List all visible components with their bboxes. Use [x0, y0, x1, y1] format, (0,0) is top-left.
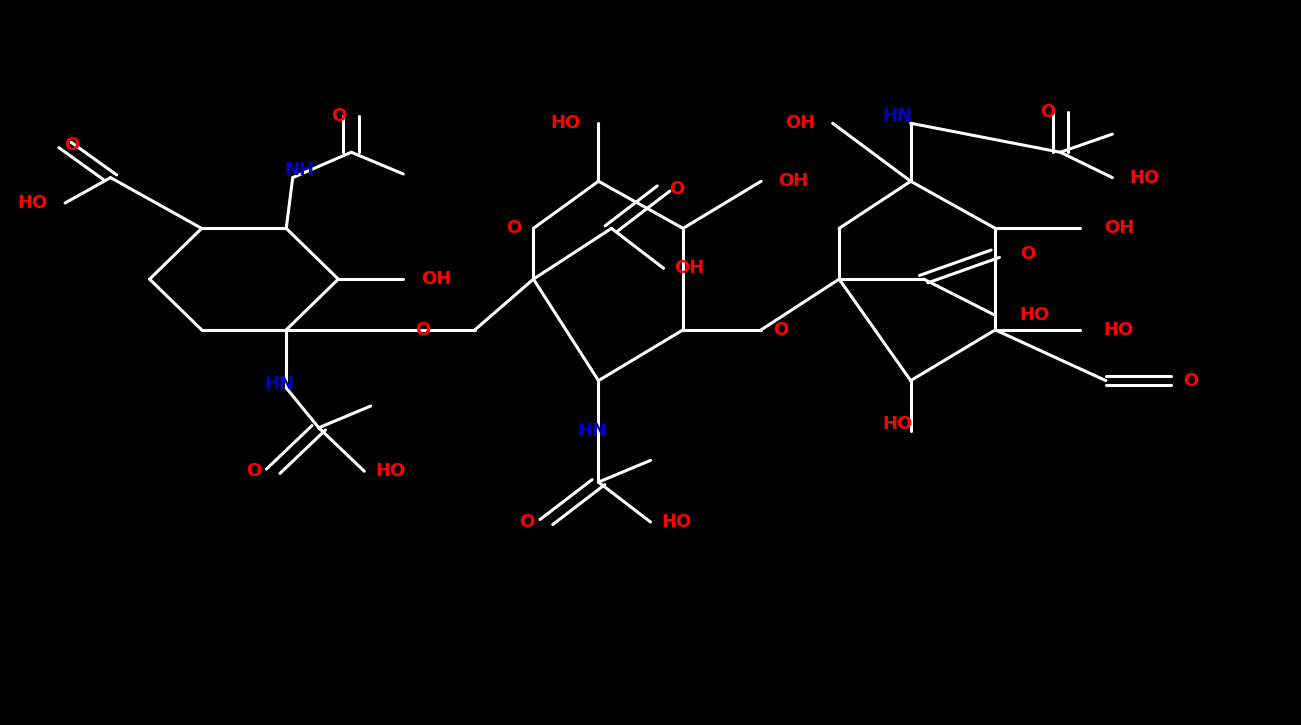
Text: HN: HN: [264, 376, 295, 393]
Text: HO: HO: [1129, 169, 1160, 186]
Text: OH: OH: [420, 270, 451, 288]
Text: HO: HO: [1019, 307, 1050, 324]
Text: NH: NH: [284, 162, 315, 179]
Text: HO: HO: [661, 513, 692, 531]
Text: HO: HO: [550, 115, 582, 132]
Text: O: O: [773, 321, 788, 339]
Text: OH: OH: [778, 173, 809, 190]
Text: OH: OH: [674, 260, 705, 277]
Text: OH: OH: [785, 115, 816, 132]
Text: HN: HN: [882, 107, 913, 125]
Text: HN: HN: [576, 423, 608, 440]
Text: O: O: [330, 107, 346, 125]
Text: O: O: [519, 513, 535, 531]
Text: O: O: [246, 463, 262, 480]
Text: O: O: [64, 136, 79, 154]
Text: O: O: [506, 220, 522, 237]
Text: O: O: [1020, 245, 1036, 262]
Text: HO: HO: [17, 194, 48, 212]
Text: HO: HO: [375, 463, 406, 480]
Text: HO: HO: [882, 415, 913, 433]
Text: HO: HO: [1103, 321, 1134, 339]
Text: O: O: [1039, 104, 1055, 121]
Text: O: O: [1183, 372, 1198, 389]
Text: O: O: [415, 321, 431, 339]
Text: O: O: [669, 180, 684, 197]
Text: OH: OH: [1103, 220, 1134, 237]
